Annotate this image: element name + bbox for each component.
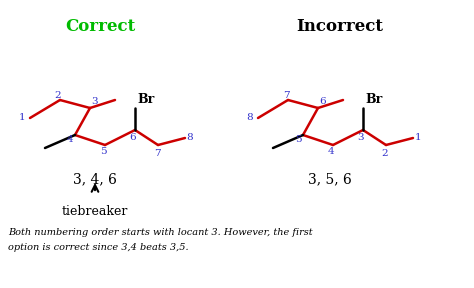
Text: 5: 5 <box>100 147 106 156</box>
Text: 7: 7 <box>283 90 289 99</box>
Text: Br: Br <box>365 93 382 106</box>
Text: 6: 6 <box>130 132 137 141</box>
Text: Correct: Correct <box>65 18 135 35</box>
Text: 3: 3 <box>358 132 365 141</box>
Text: 4: 4 <box>67 135 73 145</box>
Text: 7: 7 <box>154 149 160 158</box>
Text: Incorrect: Incorrect <box>297 18 383 35</box>
Text: 6: 6 <box>319 98 326 107</box>
Text: 3, 4, 6: 3, 4, 6 <box>73 172 117 186</box>
Text: 1: 1 <box>18 113 25 122</box>
Text: 1: 1 <box>415 134 421 143</box>
Text: Br: Br <box>137 93 154 106</box>
Text: 3: 3 <box>91 98 98 107</box>
Text: 2: 2 <box>55 90 61 99</box>
Text: 8: 8 <box>187 134 193 143</box>
Text: 3, 5, 6: 3, 5, 6 <box>308 172 352 186</box>
Text: 8: 8 <box>246 113 253 122</box>
Text: Both numbering order starts with locant 3. However, the first: Both numbering order starts with locant … <box>8 228 313 237</box>
Text: 4: 4 <box>328 147 334 156</box>
Text: 5: 5 <box>295 135 301 145</box>
Text: tiebreaker: tiebreaker <box>62 205 128 218</box>
Text: 2: 2 <box>382 149 388 158</box>
Text: option is correct since 3,4 beats 3,5.: option is correct since 3,4 beats 3,5. <box>8 243 189 252</box>
